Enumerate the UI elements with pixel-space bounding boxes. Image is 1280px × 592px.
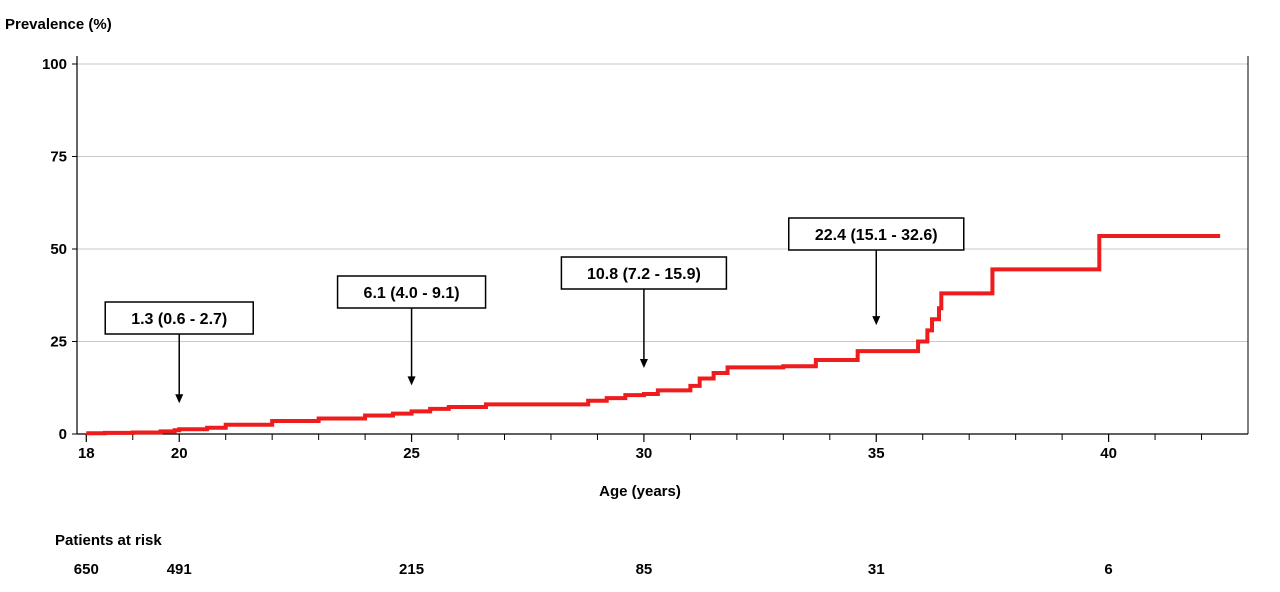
annotation-label: 22.4 (15.1 - 32.6) (815, 227, 938, 244)
x-axis-label: Age (years) (599, 483, 681, 500)
y-tick-label: 75 (50, 149, 67, 166)
arrow-head-icon (639, 359, 648, 369)
y-tick-label: 25 (50, 334, 67, 351)
annotation-box (788, 217, 965, 251)
arrow-head-icon (407, 376, 416, 386)
risk-value: 85 (636, 561, 653, 578)
y-tick-labels: 0 25 50 75 100 (42, 56, 67, 443)
y-tick-label: 0 (59, 426, 67, 443)
x-tick-labels: 18 20 25 30 35 40 (78, 445, 1117, 462)
arrow-head-icon (175, 394, 184, 404)
risk-value: 6 (1104, 561, 1112, 578)
annotation-box (336, 275, 487, 309)
risk-value: 31 (868, 561, 885, 578)
annotation: 10.8 (7.2 - 15.9) (560, 256, 728, 369)
risk-value: 215 (399, 561, 424, 578)
x-tick-label: 35 (868, 445, 885, 462)
annotation: 1.3 (0.6 - 2.7) (104, 301, 254, 404)
gridlines (77, 63, 1248, 342)
annotation: 6.1 (4.0 - 9.1) (336, 275, 487, 386)
prevalence-line (86, 234, 1221, 436)
risk-table: 650 491 215 85 31 6 (74, 561, 1113, 578)
risk-value: 650 (74, 561, 99, 578)
risk-value: 491 (167, 561, 192, 578)
arrow-head-icon (872, 316, 881, 326)
risk-table-title: Patients at risk (55, 532, 162, 549)
x-tick-label: 20 (171, 445, 188, 462)
annotations: 1.3 (0.6 - 2.7) 6.1 (4.0 - 9.1) 10.8 (7.2 … (104, 217, 965, 404)
y-tick-label: 100 (42, 56, 67, 73)
annotation-label: 10.8 (7.2 - 15.9) (587, 266, 701, 283)
y-tick-label: 50 (50, 241, 67, 258)
annotation-box (560, 256, 728, 290)
annotation: 22.4 (15.1 - 32.6) (788, 217, 965, 326)
x-tick-label: 30 (636, 445, 653, 462)
annotation-label: 6.1 (4.0 - 9.1) (364, 285, 460, 302)
axes (72, 56, 1249, 442)
annotation-box (104, 301, 254, 335)
x-tick-label: 25 (403, 445, 420, 462)
annotation-label: 1.3 (0.6 - 2.7) (131, 311, 227, 328)
x-tick-label: 18 (78, 445, 95, 462)
x-tick-label: 40 (1100, 445, 1117, 462)
y-axis-label: Prevalence (%) (5, 16, 112, 33)
